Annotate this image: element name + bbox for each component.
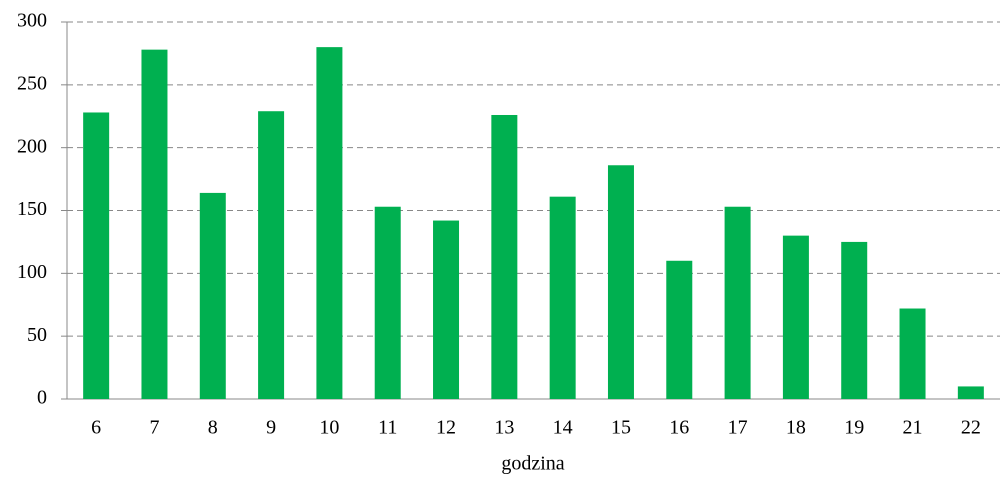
bar <box>141 49 168 399</box>
x-tick-label: 14 <box>553 417 573 439</box>
bar <box>899 308 926 399</box>
y-tick-label: 100 <box>17 261 47 283</box>
x-tick-label: 18 <box>786 417 806 439</box>
y-tick-label: 200 <box>17 135 47 157</box>
x-tick-label: 21 <box>903 417 923 439</box>
x-tick-label: 7 <box>149 417 159 439</box>
x-tick-label: 19 <box>844 417 864 439</box>
bar <box>957 386 984 399</box>
y-tick-label: 150 <box>17 198 47 220</box>
bar <box>433 220 460 399</box>
x-tick-label: 8 <box>208 417 218 439</box>
bar <box>549 196 576 399</box>
x-tick-label: 15 <box>611 417 631 439</box>
bar <box>83 112 110 399</box>
y-tick-label: 300 <box>17 10 47 32</box>
bar <box>316 47 343 400</box>
x-tick-label: 12 <box>436 417 456 439</box>
bar <box>841 241 868 399</box>
x-tick-label: 6 <box>91 417 101 439</box>
bar <box>724 206 751 399</box>
bar <box>258 111 285 400</box>
y-tick-label: 250 <box>17 72 47 94</box>
x-tick-label: 10 <box>319 417 339 439</box>
bar <box>666 260 693 399</box>
bar <box>491 114 518 399</box>
bar <box>782 235 809 399</box>
bar <box>199 192 226 399</box>
x-tick-label: 22 <box>961 417 981 439</box>
bar <box>374 206 401 399</box>
bar <box>607 165 634 399</box>
x-axis-label: godzina <box>501 453 564 475</box>
x-tick-label: 17 <box>728 417 748 439</box>
x-tick-label: 16 <box>669 417 689 439</box>
y-tick-label: 50 <box>27 324 47 346</box>
x-tick-label: 13 <box>494 417 514 439</box>
y-tick-label: 0 <box>37 387 47 409</box>
x-tick-label: 11 <box>378 417 397 439</box>
x-tick-label: 9 <box>266 417 276 439</box>
